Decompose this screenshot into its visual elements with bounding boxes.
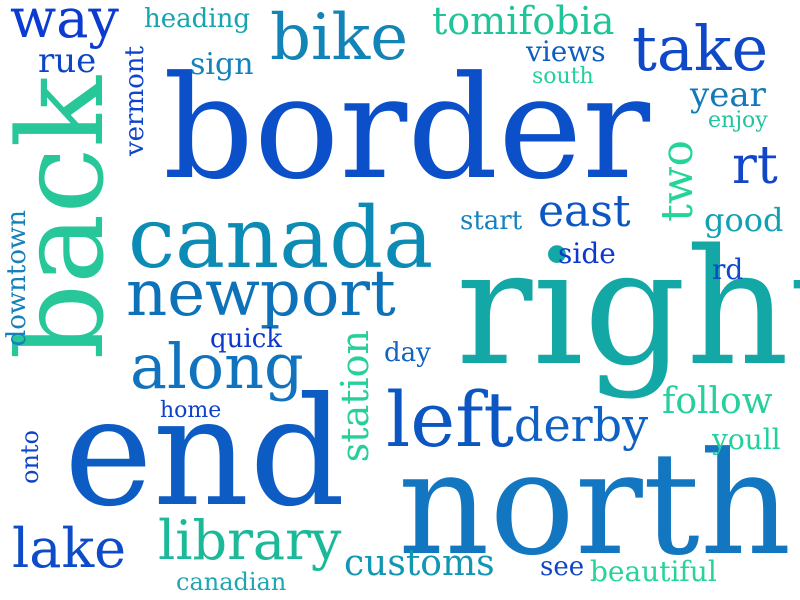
word-onto: onto	[16, 430, 44, 484]
word-along: along	[130, 330, 304, 403]
word-border: border	[163, 46, 651, 211]
word-home: home	[160, 398, 222, 423]
word-take: take	[632, 12, 769, 85]
word-customs: customs	[344, 543, 495, 584]
word-enjoy: enjoy	[708, 108, 768, 133]
word-station: station	[333, 330, 377, 463]
word-heading: heading	[144, 4, 250, 34]
word-start: start	[460, 206, 523, 236]
word-beautiful: beautiful	[590, 555, 717, 588]
word-quick: quick	[210, 324, 283, 354]
word-tomifobia: tomifobia	[432, 0, 615, 43]
word-canadian: canadian	[176, 568, 287, 596]
word-right: right	[456, 214, 800, 401]
word-vermont: vermont	[120, 46, 150, 157]
word-canada: canada	[128, 189, 434, 287]
word-rue: rue	[38, 41, 97, 81]
word-downtown: downtown	[2, 210, 32, 347]
word-see: see	[540, 552, 585, 582]
word-derby: derby	[514, 398, 649, 452]
word-north: north	[398, 422, 792, 587]
word-end: end	[64, 366, 346, 540]
word-way: way	[10, 0, 119, 50]
word-youll: youll	[712, 423, 781, 456]
word-east: east	[538, 186, 631, 237]
word-rd: rd	[712, 253, 744, 286]
word-newport: newport	[126, 257, 396, 331]
word-left: left	[386, 375, 514, 464]
word-year: year	[690, 75, 766, 115]
word-day: day	[384, 338, 431, 368]
word-bike: bike	[270, 1, 409, 75]
word-follow: follow	[662, 381, 773, 422]
word-south: south	[532, 64, 594, 89]
word-rt: rt	[732, 136, 778, 196]
word-good: good	[704, 201, 784, 239]
word-two: two	[652, 140, 703, 222]
word-library: library	[158, 509, 342, 572]
word-side: side	[558, 237, 616, 270]
word-lake: lake	[12, 517, 127, 580]
word-views: views	[526, 35, 606, 68]
word-sign: sign	[190, 47, 254, 82]
